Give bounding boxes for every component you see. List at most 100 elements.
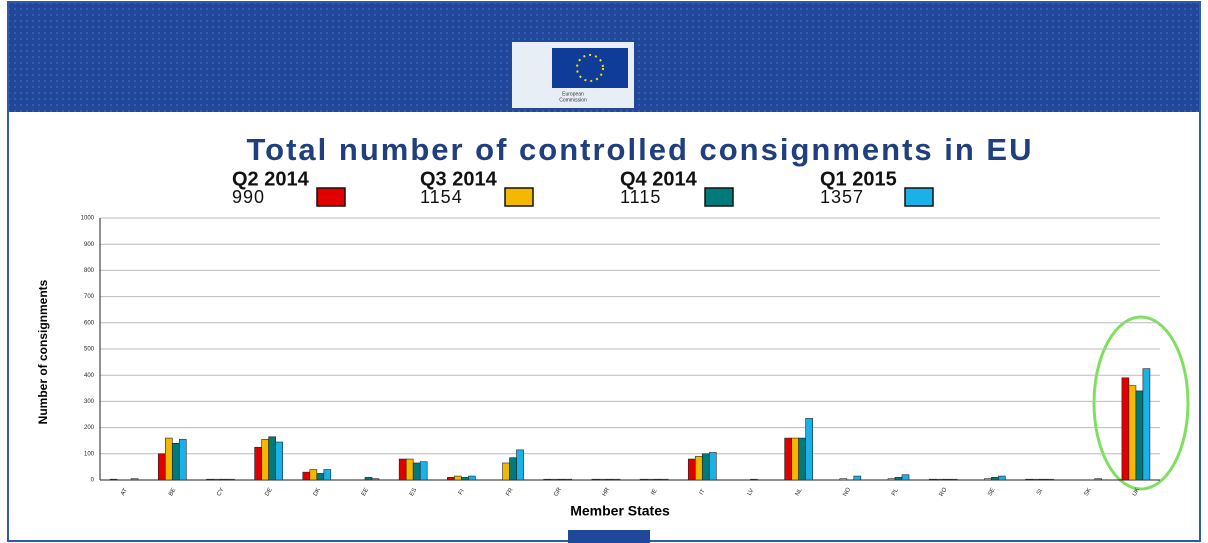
logo-text: Commission — [559, 97, 587, 103]
x-tick-label: CY — [216, 487, 225, 497]
bar — [928, 478, 937, 481]
y-tick-label: 900 — [84, 242, 95, 248]
x-tick-label: IT — [699, 488, 707, 496]
bar — [302, 471, 311, 481]
bar — [454, 475, 462, 481]
legend-name: Q4 2014 — [620, 168, 698, 190]
bar — [227, 478, 235, 481]
x-axis-label: Member States — [570, 503, 670, 519]
legend-name: Q3 2014 — [420, 168, 498, 190]
footer-flag — [568, 530, 650, 543]
bar — [991, 477, 999, 481]
bar — [1025, 478, 1033, 481]
bar — [516, 449, 524, 481]
bar — [839, 478, 848, 481]
legend-total: 990 — [232, 187, 265, 207]
y-tick-label: 1000 — [81, 216, 95, 222]
bar — [405, 458, 414, 481]
bar — [157, 453, 166, 481]
bar — [557, 478, 566, 481]
chart-title: Total number of controlled consignments … — [247, 132, 1034, 167]
x-tick-label: UK — [1132, 487, 1141, 497]
bar — [935, 478, 944, 481]
y-tick-label: 500 — [84, 347, 95, 353]
y-axis-label: Number of consignments — [36, 279, 50, 424]
bar — [371, 478, 380, 481]
legend-total: 1357 — [820, 187, 864, 207]
bar — [412, 462, 421, 481]
legend-name: Q1 2015 — [820, 168, 897, 190]
bar — [1128, 385, 1137, 481]
y-tick-label: 100 — [84, 451, 95, 457]
bar — [949, 478, 958, 481]
x-tick-label: ES — [409, 487, 418, 497]
x-tick-label: DE — [264, 487, 273, 497]
bar — [468, 475, 476, 481]
bar — [502, 462, 510, 481]
bar — [1032, 478, 1040, 481]
bar — [461, 477, 469, 481]
x-tick-label: BE — [168, 487, 177, 497]
bar — [1121, 377, 1130, 481]
bar — [1039, 478, 1047, 481]
x-tick-label: FI — [458, 488, 466, 496]
x-tick-label: NO — [842, 487, 852, 498]
bar — [646, 478, 655, 481]
bar — [798, 437, 806, 481]
bar — [261, 439, 269, 481]
y-tick-label: 300 — [84, 399, 95, 405]
bar — [1094, 478, 1103, 481]
bar — [887, 478, 896, 481]
bar — [316, 473, 325, 481]
bar — [998, 475, 1006, 481]
y-tick-label: 800 — [84, 268, 95, 274]
bar — [687, 458, 696, 481]
bar — [206, 478, 214, 481]
legend-swatch — [904, 187, 934, 207]
x-tick-label: RO — [939, 487, 949, 498]
bar — [784, 437, 792, 481]
bar — [323, 469, 332, 481]
bar — [275, 441, 283, 481]
bar — [660, 478, 669, 481]
bar — [612, 478, 621, 481]
bar — [213, 478, 221, 481]
legend-total: 1154 — [420, 187, 463, 207]
bar — [701, 453, 710, 481]
bar — [984, 478, 992, 481]
logo-text: European — [562, 91, 584, 97]
highlight-ellipse — [1092, 315, 1190, 491]
y-tick-label: 400 — [84, 373, 95, 379]
legend-total: 1115 — [620, 187, 661, 207]
x-tick-label: HR — [602, 486, 612, 497]
legend-swatch — [704, 187, 734, 207]
y-tick-label: 700 — [84, 294, 95, 300]
bar — [942, 478, 951, 481]
bar — [447, 477, 455, 481]
bar — [639, 478, 648, 481]
bar — [901, 474, 910, 481]
bar — [598, 478, 607, 481]
y-tick-label: 600 — [84, 320, 95, 326]
bar — [708, 452, 717, 481]
y-tick-label: 200 — [84, 425, 95, 431]
x-tick-label: EE — [361, 487, 370, 497]
legend-swatch — [504, 187, 534, 207]
bar — [750, 478, 758, 481]
bar — [109, 478, 118, 481]
x-tick-label: FR — [505, 487, 515, 498]
bar — [564, 478, 573, 481]
bar — [398, 458, 407, 481]
x-tick-label: GR — [553, 486, 563, 497]
bar — [419, 461, 428, 481]
x-tick-label: PL — [891, 487, 900, 497]
bar — [268, 436, 276, 481]
bar — [694, 456, 703, 481]
x-tick-label: AT — [120, 487, 129, 497]
bar — [1142, 368, 1151, 481]
x-tick-label: SI — [1036, 488, 1044, 496]
x-tick-label: DK — [313, 487, 322, 497]
y-tick-label: 0 — [91, 478, 95, 484]
legend-name: Q2 2014 — [232, 168, 310, 190]
